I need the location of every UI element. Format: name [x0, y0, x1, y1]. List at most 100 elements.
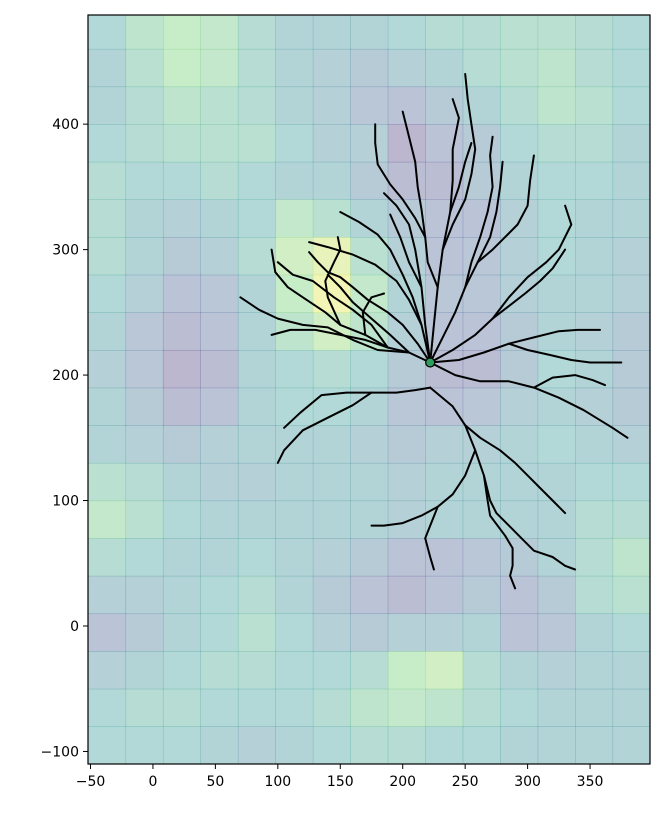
- heatmap-cell: [500, 48, 539, 88]
- heatmap-cell: [237, 726, 276, 764]
- heatmap-cell: [425, 86, 464, 125]
- heatmap-cell: [537, 15, 576, 50]
- heatmap-cell: [162, 651, 201, 690]
- heatmap-cell: [237, 86, 276, 125]
- heatmap-cell: [162, 237, 201, 276]
- heatmap-cell: [275, 161, 314, 201]
- heatmap-cell: [387, 425, 426, 464]
- heatmap-cell: [312, 15, 351, 50]
- heatmap-cell: [237, 500, 276, 539]
- heatmap-cell: [88, 651, 127, 690]
- heatmap-cell: [462, 425, 501, 464]
- heatmap-cell: [237, 462, 276, 502]
- neuron-morphology: [239, 73, 629, 590]
- heatmap-cell: [462, 349, 501, 389]
- heatmap-cell: [162, 425, 201, 464]
- heatmap-cell: [88, 237, 127, 276]
- heatmap-cell: [500, 124, 539, 163]
- neurite-branch: [276, 261, 389, 349]
- heatmap-cell: [162, 312, 201, 351]
- heatmap-cell: [425, 161, 464, 201]
- heatmap: [88, 15, 650, 764]
- neurite-branch: [270, 248, 432, 364]
- y-tick-label: 300: [52, 243, 79, 259]
- heatmap-cell: [537, 387, 576, 426]
- heatmap-cell: [88, 500, 127, 539]
- heatmap-cell: [387, 688, 426, 727]
- y-axis: −100 0 100 200 300 400: [41, 117, 88, 760]
- heatmap-cell: [125, 425, 164, 464]
- heatmap-cell: [612, 237, 650, 276]
- heatmap-cell: [575, 387, 614, 426]
- heatmap-cell: [237, 274, 276, 313]
- heatmap-cell: [312, 86, 351, 125]
- heatmap-cell: [237, 387, 276, 426]
- heatmap-cell: [425, 425, 464, 464]
- heatmap-cell: [125, 462, 164, 502]
- heatmap-cell: [612, 199, 650, 238]
- heatmap-cell: [425, 500, 464, 539]
- heatmap-cell: [612, 349, 650, 389]
- heatmap-cell: [350, 613, 389, 652]
- neurite-branch: [324, 236, 342, 326]
- heatmap-cell: [537, 425, 576, 464]
- heatmap-cell: [425, 613, 464, 652]
- heatmap-cell: [88, 726, 127, 764]
- heatmap-cell: [237, 124, 276, 163]
- heatmap-cell: [88, 274, 127, 313]
- heatmap-cell: [125, 124, 164, 163]
- heatmap-cell: [425, 48, 464, 88]
- neurite-branch: [276, 391, 373, 464]
- neurite-branch: [464, 424, 567, 515]
- heatmap-cell: [500, 86, 539, 125]
- heatmap-cell: [312, 48, 351, 88]
- heatmap-cell: [312, 651, 351, 690]
- heatmap-cell: [162, 538, 201, 577]
- x-tick-label: 100: [264, 774, 291, 790]
- heatmap-cell: [350, 462, 389, 502]
- neurite-branch: [507, 342, 623, 364]
- heatmap-cell: [462, 575, 501, 615]
- heatmap-cell: [312, 124, 351, 163]
- heatmap-cell: [425, 688, 464, 727]
- heatmap-cell: [612, 15, 650, 50]
- heatmap-cell: [537, 124, 576, 163]
- neurite-branch: [482, 474, 517, 590]
- heatmap-cell: [88, 575, 127, 615]
- heatmap-cell: [537, 688, 576, 727]
- heatmap-cell: [312, 199, 351, 238]
- heatmap-cell: [575, 274, 614, 313]
- x-tick-label: −50: [76, 774, 106, 790]
- heatmap-cell: [200, 387, 239, 426]
- heatmap-cell: [88, 124, 127, 163]
- heatmap-cell: [275, 15, 314, 50]
- heatmap-cell: [237, 651, 276, 690]
- heatmap-cell: [125, 387, 164, 426]
- heatmap-cell: [350, 538, 389, 577]
- heatmap-cell: [537, 48, 576, 88]
- heatmap-cell: [237, 425, 276, 464]
- heatmap-cell: [275, 199, 314, 238]
- heatmap-cell: [200, 15, 239, 50]
- heatmap-cell: [425, 462, 464, 502]
- heatmap-cell: [537, 500, 576, 539]
- heatmap-cell: [88, 15, 127, 50]
- heatmap-cell: [612, 538, 650, 577]
- heatmap-cell: [312, 688, 351, 727]
- heatmap-cell: [575, 15, 614, 50]
- heatmap-cell: [500, 500, 539, 539]
- heatmap-cell: [575, 86, 614, 125]
- heatmap-cell: [425, 312, 464, 351]
- heatmap-cell: [350, 86, 389, 125]
- heatmap-cell: [612, 726, 650, 764]
- heatmap-cell: [200, 462, 239, 502]
- heatmap-cell: [125, 613, 164, 652]
- heatmap-cell: [200, 86, 239, 125]
- heatmap-cell: [200, 312, 239, 351]
- x-tick-label: 0: [148, 774, 157, 790]
- heatmap-cell: [537, 651, 576, 690]
- y-tick-label: 0: [70, 619, 79, 635]
- heatmap-cell: [275, 124, 314, 163]
- heatmap-cell: [612, 500, 650, 539]
